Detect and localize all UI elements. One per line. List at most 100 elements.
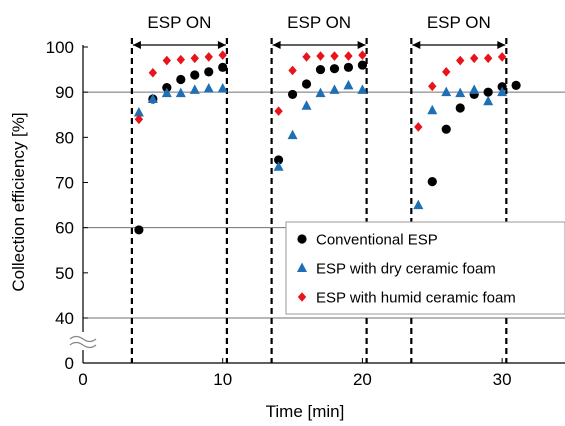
data-point — [274, 106, 283, 116]
data-point — [442, 67, 451, 77]
y-tick-label: 0 — [65, 354, 74, 373]
tick-labels: 0 40 50 60 70 80 90 100 0 10 20 30 — [46, 38, 512, 389]
data-point — [302, 52, 311, 62]
data-point — [469, 53, 479, 64]
y-tick-label: 90 — [55, 83, 74, 102]
series-2 — [133, 79, 508, 210]
data-point — [189, 84, 200, 94]
data-point — [469, 84, 480, 94]
data-point — [217, 83, 228, 93]
esp-on-label: ESP ON — [427, 13, 491, 32]
data-point — [176, 54, 185, 65]
x-tick-label: 10 — [213, 370, 232, 389]
data-point — [204, 67, 214, 77]
data-point — [161, 87, 172, 98]
data-point — [329, 64, 340, 74]
data-point — [344, 51, 353, 61]
data-point — [455, 103, 465, 113]
data-point — [428, 81, 437, 92]
data-point — [357, 60, 368, 70]
axis-break-squiggle-top — [69, 335, 97, 343]
data-point — [287, 129, 298, 140]
axis-break-squiggle-bottom — [69, 341, 97, 349]
data-point — [343, 79, 354, 90]
data-point — [176, 74, 186, 85]
data-point — [162, 55, 172, 66]
data-point — [133, 106, 144, 117]
data-point — [413, 199, 424, 210]
data-point — [316, 51, 325, 61]
data-points — [133, 50, 521, 235]
data-point — [218, 62, 228, 72]
x-tick-label: 20 — [353, 370, 372, 389]
esp-arrowhead-right — [357, 41, 366, 49]
data-point — [427, 104, 438, 115]
legend-label: Conventional ESP — [316, 232, 438, 249]
esp-period-2: ESP ON — [270, 13, 368, 363]
esp-on-label: ESP ON — [147, 13, 211, 32]
data-point — [148, 67, 158, 78]
axes — [69, 45, 565, 364]
y-tick-label: 80 — [55, 128, 74, 147]
data-point — [273, 155, 284, 165]
y-tick-label: 40 — [55, 309, 74, 328]
legend-item: ESP with dry ceramic foam — [297, 261, 496, 278]
data-point — [483, 53, 493, 64]
legend-marker — [297, 292, 307, 302]
y-axis-break — [69, 332, 97, 350]
y-axis-title: Collection efficiency [%] — [9, 112, 28, 291]
x-axis-title: Time [min] — [266, 402, 345, 421]
data-point — [357, 84, 368, 94]
data-point — [414, 122, 423, 132]
data-point — [203, 83, 214, 93]
data-point — [190, 53, 199, 64]
data-point — [315, 64, 326, 75]
legend-item: Conventional ESP — [297, 232, 438, 249]
series-1 — [134, 60, 521, 235]
y-tick-label: 70 — [55, 174, 74, 193]
data-point — [330, 51, 339, 61]
data-point — [456, 55, 465, 66]
data-point — [288, 65, 297, 76]
esp-arrowhead-right — [497, 41, 506, 49]
data-point — [343, 62, 354, 72]
legend-marker — [297, 262, 307, 272]
esp-arrowhead-left — [272, 41, 281, 49]
data-point — [497, 86, 508, 97]
esp-arrowhead-left — [412, 41, 421, 49]
data-point — [315, 87, 326, 98]
data-point — [190, 70, 200, 80]
data-point — [204, 52, 213, 62]
esp-arrowhead-left — [132, 41, 141, 49]
legend-label: ESP with humid ceramic foam — [316, 290, 516, 307]
data-point — [511, 80, 521, 90]
legend: Conventional ESP ESP with dry ceramic foa… — [285, 221, 565, 315]
series-3 — [134, 50, 507, 132]
data-point — [441, 124, 451, 134]
y-tick-label: 50 — [55, 264, 74, 283]
data-point — [301, 100, 312, 110]
data-point — [483, 95, 494, 106]
x-tick-label: 30 — [493, 370, 512, 389]
esp-period-1: ESP ON — [130, 13, 229, 363]
data-point — [301, 79, 312, 89]
legend-box — [285, 221, 565, 315]
legend-marker — [297, 234, 307, 244]
data-point — [134, 225, 144, 235]
data-point — [455, 87, 466, 98]
data-point — [287, 89, 298, 100]
x-tick-label: 0 — [78, 370, 87, 389]
data-point — [441, 86, 452, 97]
data-point — [134, 114, 144, 125]
data-point — [329, 84, 340, 94]
data-point — [273, 161, 284, 171]
esp-on-periods: ESP ON ESP ON ESP ON — [130, 13, 508, 363]
y-tick-label: 60 — [55, 219, 74, 238]
data-point — [175, 87, 186, 98]
data-point — [358, 50, 367, 60]
data-point — [497, 52, 507, 62]
data-point — [218, 50, 227, 60]
data-point — [427, 176, 437, 187]
legend-label: ESP with dry ceramic foam — [316, 261, 496, 278]
